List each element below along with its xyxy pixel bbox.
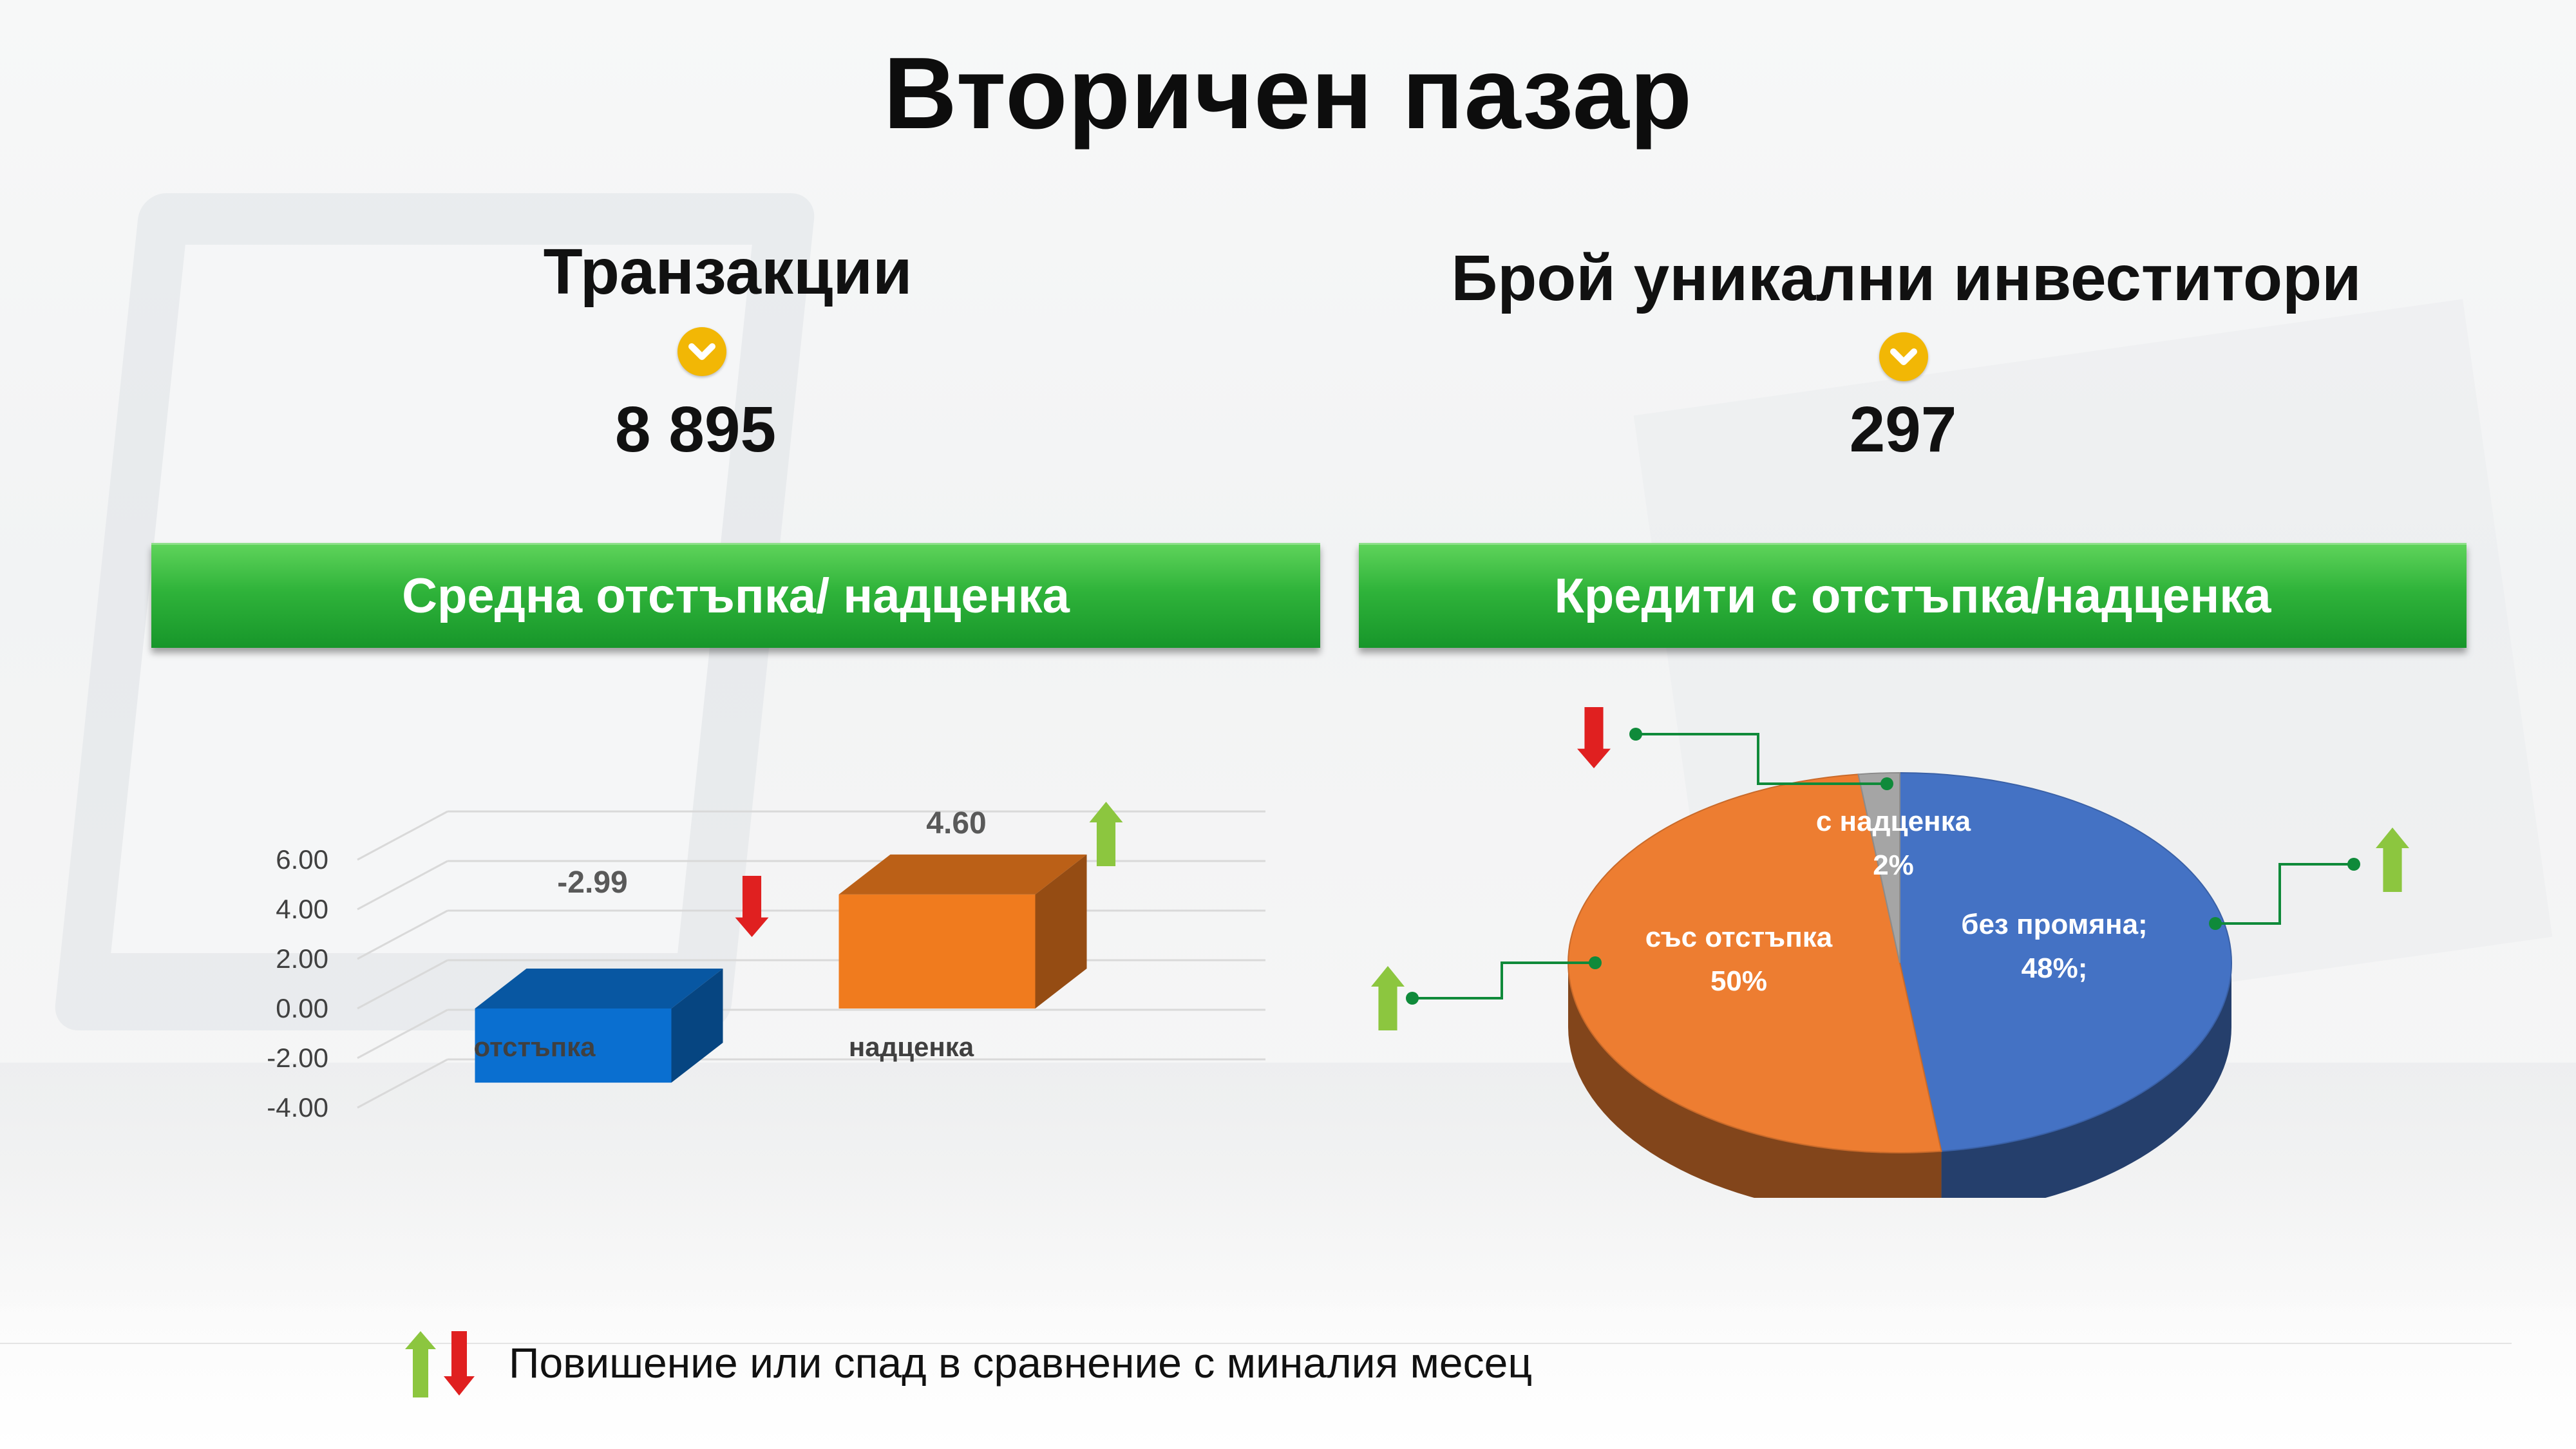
bar-side-надценка (1035, 854, 1087, 1009)
pie-label: без промяна; (1961, 909, 2147, 940)
grid-diagonal (357, 860, 448, 911)
pie-label: със отстъпка (1645, 922, 1833, 953)
data-label: -2.99 (557, 866, 627, 900)
bar-side-отстъпка (671, 969, 723, 1083)
y-tick-label: 4.00 (276, 894, 328, 924)
leader-line (2215, 863, 2354, 925)
footer-divider (0, 1343, 2512, 1344)
grid-diagonal (357, 959, 448, 1010)
pie-slice-с надценка (1857, 772, 1900, 963)
leader-dot (1406, 992, 1419, 1005)
grid-diagonal (357, 1009, 448, 1059)
y-tick-label: -4.00 (267, 1092, 328, 1122)
bar-top-надценка (838, 854, 1087, 895)
bar-chart: 6.00 4.00 2.00 0.00 -2.00 -4.00 -2.99 отстъпка 4… (267, 802, 1265, 1122)
leader-dot (1880, 777, 1893, 790)
leader-line (1636, 733, 1887, 785)
grid-diagonal (357, 909, 448, 960)
up-arrow-icon (2376, 828, 2409, 892)
avg-discount-banner: Средна отстъпка/ надценка (151, 543, 1320, 648)
legend-trend-icons (405, 1331, 475, 1397)
legend-up-arrow-icon (405, 1331, 436, 1397)
loans-discount-banner: Кредити с отстъпка/надценка (1359, 543, 2467, 648)
grid-diagonal (357, 1058, 448, 1109)
transactions-label: Транзакции (543, 236, 913, 308)
transactions-chevron-down-icon (677, 327, 726, 376)
page-title: Вторичен пазар (883, 37, 1693, 150)
pie-chart: без промяна; 48%; със отстъпка 50% с надценк… (1371, 707, 2409, 1198)
investors-value: 297 (1849, 393, 1957, 466)
pie-value-label: 2% (1873, 849, 1914, 881)
leader-dot (2347, 858, 2360, 871)
grid-diagonal (357, 810, 448, 861)
leader-dot (2209, 917, 2222, 930)
pie-slice-със отстъпка (1567, 773, 1942, 1153)
leader-line (1412, 961, 1595, 999)
leader-dot (1629, 728, 1642, 741)
y-tick-label: 6.00 (276, 844, 328, 875)
y-tick-label: -2.00 (267, 1043, 328, 1073)
investors-label: Брой уникални инвеститори (1451, 242, 2362, 314)
pie-side-със отстъпка (1568, 963, 1942, 1198)
investors-chevron-down-icon (1879, 332, 1928, 381)
pie-value-label: 50% (1710, 965, 1767, 997)
y-tick-label: 0.00 (276, 993, 328, 1023)
bar-надценка (838, 894, 1036, 1009)
pie-label: с надценка (1816, 806, 1971, 837)
up-arrow-icon (1089, 802, 1123, 866)
pie-side-без промяна; (1941, 963, 2231, 1198)
bar-top-отстъпка (475, 969, 723, 1009)
legend-down-arrow-icon (444, 1331, 475, 1396)
legend-text: Повишение или спад в сравнение с миналия… (509, 1339, 1533, 1387)
pie-slice-без промяна; (1899, 772, 2232, 1152)
data-label: 4.60 (926, 806, 986, 840)
x-tick-label: надценка (849, 1032, 974, 1062)
bar-отстъпка (475, 1009, 672, 1083)
transactions-value: 8 895 (614, 393, 777, 466)
up-arrow-icon (1371, 966, 1405, 1030)
pie-value-label: 48%; (2022, 952, 2088, 984)
x-tick-label: отстъпка (474, 1032, 596, 1062)
y-tick-label: 2.00 (276, 943, 328, 974)
leader-dot (1589, 956, 1602, 969)
down-arrow-icon (735, 876, 769, 937)
down-arrow-icon (1577, 707, 1611, 768)
